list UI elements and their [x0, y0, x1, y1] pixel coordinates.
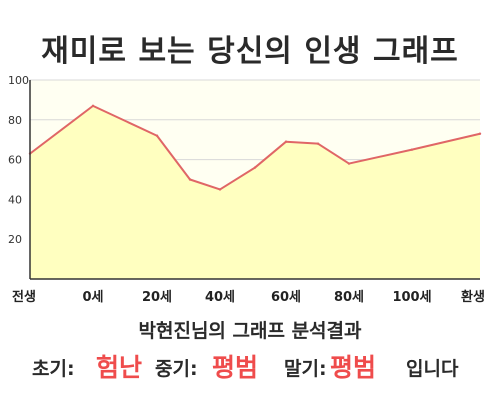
series-line-segment	[254, 140, 287, 169]
area-fill	[30, 105, 480, 280]
x-tick-label: 전생	[12, 289, 36, 305]
result-suffix: 입니다	[406, 358, 459, 380]
result-summary: 초기: 험난 중기: 평범 말기: 평범 입니다	[0, 346, 500, 382]
series-line-segment	[189, 178, 221, 191]
series-line-segment	[411, 132, 481, 151]
x-tick-label: 60세	[271, 290, 301, 305]
data-point	[188, 178, 192, 181]
x-tick-labels: 전생 0세 20세 40세 60세 80세 100세 환생	[12, 289, 485, 305]
data-point	[155, 134, 159, 137]
x-tick-label: 0세	[82, 290, 103, 305]
y-tick-labels: 20 40 60 80 100	[8, 74, 29, 246]
axes	[29, 80, 480, 280]
series-line-segment	[92, 104, 158, 137]
series-line-segment	[348, 148, 413, 165]
series-line-segment	[219, 166, 256, 191]
y-tick-label: 40	[8, 193, 22, 206]
late-label: 말기:	[284, 358, 327, 380]
data-point	[347, 162, 351, 165]
y-tick-label: 20	[8, 233, 22, 246]
data-point	[253, 166, 257, 169]
middle-label: 중기:	[155, 358, 198, 380]
result-title: 박현진님의 그래프 분석결과	[138, 320, 362, 342]
x-tick-label: 환생	[461, 289, 485, 305]
series-line-segment	[317, 142, 350, 165]
x-tick-label: 80세	[334, 290, 364, 305]
data-point	[91, 104, 95, 108]
x-tick-label: 40세	[205, 290, 235, 305]
y-tick-label: 80	[8, 114, 22, 127]
page-title: 재미로 보는 당신의 인생 그래프	[41, 34, 459, 69]
series-line-segment	[285, 140, 319, 145]
data-point	[218, 188, 222, 191]
series-line-segment	[156, 134, 191, 181]
middle-value: 평범	[212, 353, 259, 382]
x-tick-label: 20세	[142, 290, 172, 305]
area-fill-layer	[30, 105, 480, 280]
early-value: 험난	[96, 353, 143, 382]
data-point	[316, 142, 320, 145]
data-point	[478, 132, 482, 135]
x-tick-label: 100세	[392, 290, 431, 305]
y-tick-label: 60	[8, 154, 22, 167]
data-point	[410, 148, 414, 151]
early-label: 초기:	[32, 358, 75, 380]
late-value: 평범	[330, 353, 377, 382]
series-line-segment	[29, 104, 94, 155]
y-tick-label: 100	[8, 74, 29, 87]
data-point	[284, 140, 288, 143]
